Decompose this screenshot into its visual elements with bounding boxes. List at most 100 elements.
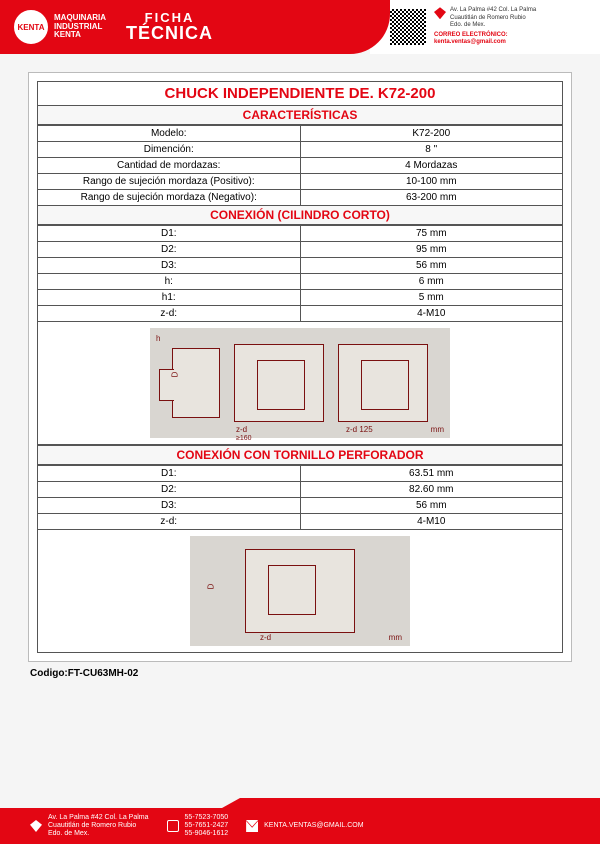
table-row: D3:56 mm bbox=[38, 498, 563, 514]
spec-value: 56 mm bbox=[300, 258, 563, 274]
spec-value: K72-200 bbox=[300, 126, 563, 142]
spec-value: 8 " bbox=[300, 142, 563, 158]
email-value: kenta.ventas@gmail.com bbox=[434, 39, 506, 45]
table-row: D1:75 mm bbox=[38, 226, 563, 242]
product-title: CHUCK INDEPENDIENTE DE. K72-200 bbox=[37, 81, 563, 106]
table-row: Rango de sujeción mordaza (Negativo):63-… bbox=[38, 190, 563, 206]
spec-value: 4-M10 bbox=[300, 514, 563, 530]
footer-address-line: Cuautitlán de Romero Rubio bbox=[48, 822, 149, 830]
diagram-shape bbox=[245, 549, 355, 633]
table-row: D2:95 mm bbox=[38, 242, 563, 258]
spec-label: Rango de sujeción mordaza (Negativo): bbox=[38, 190, 301, 206]
spec-value: 4-M10 bbox=[300, 306, 563, 322]
ficha-line2: TÉCNICA bbox=[126, 25, 213, 42]
diagram-shape bbox=[172, 348, 220, 418]
header-address: Av. La Palma #42 Col. La Palma Cuautitlá… bbox=[450, 7, 536, 30]
spec-label: h: bbox=[38, 274, 301, 290]
spec-label: D2: bbox=[38, 242, 301, 258]
spec-value: 56 mm bbox=[300, 498, 563, 514]
product-code: Codigo:FT-CU63MH-02 bbox=[30, 668, 570, 679]
qr-code bbox=[390, 9, 426, 45]
spec-sheet: CHUCK INDEPENDIENTE DE. K72-200 CARACTER… bbox=[28, 72, 572, 662]
map-pin-icon bbox=[30, 820, 42, 832]
spec-value: 75 mm bbox=[300, 226, 563, 242]
table-row: Cantidad de mordazas:4 Mordazas bbox=[38, 158, 563, 174]
diag-label: z-d bbox=[236, 425, 247, 434]
spec-value: 6 mm bbox=[300, 274, 563, 290]
footer-email: KENTA.VENTAS@GMAIL.COM bbox=[264, 822, 363, 830]
section-conexion-tornillo: CONEXIÓN CON TORNILLO PERFORADOR bbox=[37, 445, 563, 465]
diag-label: D bbox=[170, 372, 179, 378]
table-conexion-tornillo: D1:63.51 mmD2:82.60 mmD3:56 mmz-d:4-M10 bbox=[37, 465, 563, 530]
footer-phone: 55-7651-2427 bbox=[185, 822, 229, 830]
section-caracteristicas: CARACTERÍSTICAS bbox=[37, 106, 563, 125]
diagram-cilindro-row: h D z-d ≥160 z-d 125 mm bbox=[37, 322, 563, 445]
spec-label: D1: bbox=[38, 466, 301, 482]
spec-value: 4 Mordazas bbox=[300, 158, 563, 174]
footer-email-block: KENTA.VENTAS@GMAIL.COM bbox=[246, 820, 363, 832]
brand-logo: KENTA bbox=[14, 10, 48, 44]
table-row: h:6 mm bbox=[38, 274, 563, 290]
address-line: Cuautitlán de Romero Rubio bbox=[450, 15, 536, 23]
header-contact-block: Av. La Palma #42 Col. La Palma Cuautitlá… bbox=[370, 0, 600, 54]
diag-label: ≥160 bbox=[236, 435, 252, 442]
table-row: D1:63.51 mm bbox=[38, 466, 563, 482]
spec-label: D1: bbox=[38, 226, 301, 242]
brand-line: KENTA bbox=[54, 31, 106, 40]
email-label: CORREO ELECTRÓNICO: bbox=[434, 32, 508, 38]
header-email: CORREO ELECTRÓNICO: kenta.ventas@gmail.c… bbox=[434, 32, 536, 47]
code-label: Codigo: bbox=[30, 668, 68, 679]
spec-label: D2: bbox=[38, 482, 301, 498]
doc-title: FICHA TÉCNICA bbox=[126, 12, 213, 41]
diag-label: h bbox=[156, 334, 160, 343]
table-row: D3:56 mm bbox=[38, 258, 563, 274]
spec-value: 5 mm bbox=[300, 290, 563, 306]
spec-label: h1: bbox=[38, 290, 301, 306]
table-row: z-d:4-M10 bbox=[38, 306, 563, 322]
spec-label: z-d: bbox=[38, 514, 301, 530]
footer-address-block: Av. La Palma #42 Col. La Palma Cuautitlá… bbox=[30, 814, 149, 838]
footer-phone-block: 55-7523-7050 55-7651-2427 55-9046-1612 bbox=[167, 814, 229, 838]
spec-value: 82.60 mm bbox=[300, 482, 563, 498]
diag-label: D bbox=[206, 584, 215, 590]
spec-label: D3: bbox=[38, 498, 301, 514]
address-line: Av. La Palma #42 Col. La Palma bbox=[450, 7, 536, 15]
spec-value: 63-200 mm bbox=[300, 190, 563, 206]
brand-text: MAQUINARIA INDUSTRIAL KENTA bbox=[54, 14, 106, 40]
footer-phone: 55-9046-1612 bbox=[185, 830, 229, 838]
spec-value: 63.51 mm bbox=[300, 466, 563, 482]
table-row: h1:5 mm bbox=[38, 290, 563, 306]
diagram-cilindro: h D z-d ≥160 z-d 125 mm bbox=[150, 328, 450, 438]
spec-value: 95 mm bbox=[300, 242, 563, 258]
footer-address-line: Edo. de Mex. bbox=[48, 830, 149, 838]
spec-value: 10-100 mm bbox=[300, 174, 563, 190]
code-value: FT-CU63MH-02 bbox=[68, 668, 139, 679]
spec-label: D3: bbox=[38, 258, 301, 274]
diagram-tornillo: D z-d mm bbox=[190, 536, 410, 646]
mail-icon bbox=[246, 820, 258, 832]
map-pin-icon bbox=[434, 7, 446, 19]
phone-icon bbox=[167, 820, 179, 832]
table-row: Modelo:K72-200 bbox=[38, 126, 563, 142]
spec-label: z-d: bbox=[38, 306, 301, 322]
spec-label: Dimención: bbox=[38, 142, 301, 158]
footer-phone: 55-7523-7050 bbox=[185, 814, 229, 822]
diag-label: mm bbox=[389, 633, 402, 642]
address-line: Edo. de Mex. bbox=[450, 22, 536, 30]
diagram-shape bbox=[234, 344, 324, 422]
table-conexion-cilindro: D1:75 mmD2:95 mmD3:56 mmh:6 mmh1:5 mmz-d… bbox=[37, 225, 563, 322]
section-conexion-cilindro: CONEXIÓN (CILINDRO CORTO) bbox=[37, 206, 563, 225]
table-row: z-d:4-M10 bbox=[38, 514, 563, 530]
diagram-shape bbox=[338, 344, 428, 422]
spec-label: Cantidad de mordazas: bbox=[38, 158, 301, 174]
spec-label: Rango de sujeción mordaza (Positivo): bbox=[38, 174, 301, 190]
table-caracteristicas: Modelo:K72-200Dimención:8 "Cantidad de m… bbox=[37, 125, 563, 206]
table-row: D2:82.60 mm bbox=[38, 482, 563, 498]
footer-bar: Av. La Palma #42 Col. La Palma Cuautitlá… bbox=[0, 808, 600, 844]
diagram-tornillo-row: D z-d mm bbox=[37, 530, 563, 653]
table-row: Dimención:8 " bbox=[38, 142, 563, 158]
table-row: Rango de sujeción mordaza (Positivo):10-… bbox=[38, 174, 563, 190]
footer-address-line: Av. La Palma #42 Col. La Palma bbox=[48, 814, 149, 822]
diag-label: z-d bbox=[260, 633, 271, 642]
diag-label: mm bbox=[431, 425, 444, 434]
